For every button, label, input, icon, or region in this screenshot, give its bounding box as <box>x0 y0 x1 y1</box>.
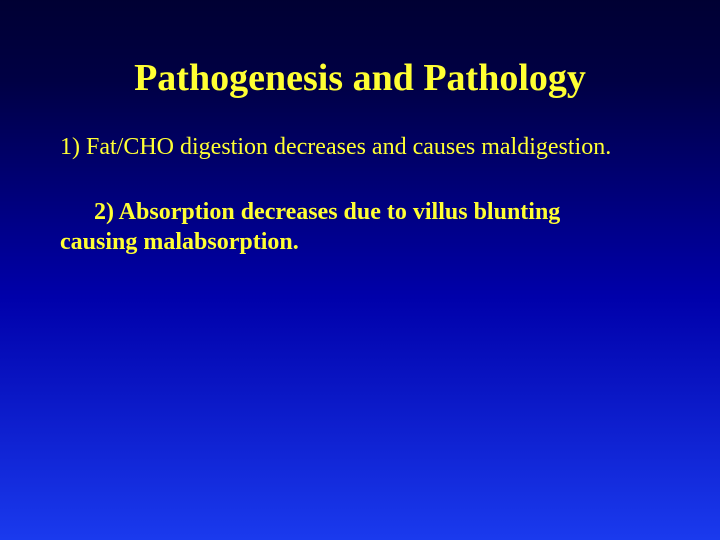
slide-container: Pathogenesis and Pathology 1) Fat/CHO di… <box>0 0 720 540</box>
bullet-point-2: 2) Absorption decreases due to villus bl… <box>60 197 660 258</box>
bullet-point-1: 1) Fat/CHO digestion decreases and cause… <box>60 132 660 163</box>
bullet-point-2-line1: 2) Absorption decreases due to villus bl… <box>94 199 560 225</box>
slide-title: Pathogenesis and Pathology <box>60 56 660 100</box>
bullet-point-2-line2: causing malabsorption. <box>60 229 299 255</box>
